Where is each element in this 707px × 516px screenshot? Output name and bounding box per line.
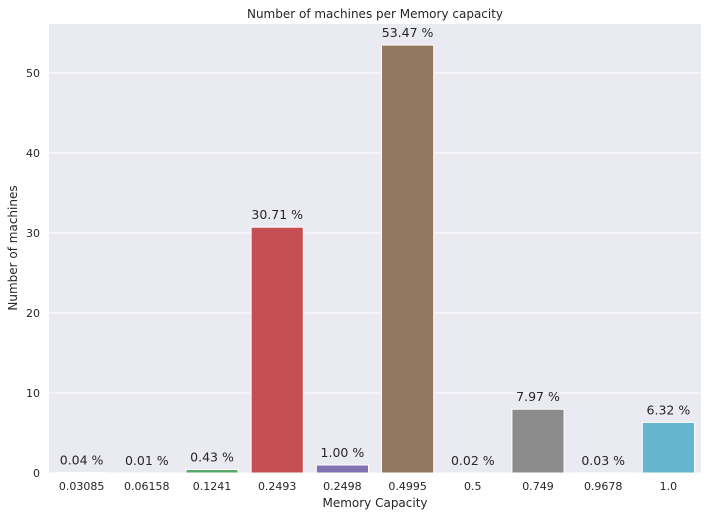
x-tick-label: 0.1241 [193,480,232,493]
bars [55,44,695,474]
bar [641,421,695,474]
data-label: 6.32 % [647,402,691,417]
bar [250,226,304,474]
data-label: 0.43 % [190,450,234,465]
y-axis-label: Number of machines [6,185,20,310]
y-tick-label: 50 [26,67,40,80]
data-label: 0.04 % [60,453,104,468]
data-label: 0.02 % [451,453,495,468]
data-labels: 0.04 % 0.01 % 0.43 % 30.71 % 1.00 % 53.47 % 0.… [60,25,691,468]
plot-background [49,24,701,473]
bar [185,469,239,474]
y-tick-label: 0 [33,467,40,480]
x-tick-labels: 0.03085 0.06158 0.1241 0.2493 0.2498 0.4995 0.… [59,480,677,493]
data-label: 0.03 % [581,453,625,468]
x-tick-label: 0.06158 [124,480,170,493]
data-label: 0.01 % [125,453,169,468]
x-tick-label: 0.2498 [323,480,362,493]
y-tick-label: 10 [26,387,40,400]
x-axis-label: Memory Capacity [322,496,427,510]
bar [381,44,435,474]
data-label: 7.97 % [516,389,560,404]
data-label: 53.47 % [382,25,434,40]
x-tick-label: 0.03085 [59,480,105,493]
y-tick-label: 40 [26,147,40,160]
chart-title: Number of machines per Memory capacity [247,7,503,21]
data-label: 1.00 % [321,445,365,460]
y-tick-label: 20 [26,307,40,320]
x-tick-label: 0.9678 [584,480,623,493]
data-label: 30.71 % [251,207,303,222]
bar [511,408,565,474]
x-tick-label: 0.749 [522,480,554,493]
y-tick-label: 30 [26,227,40,240]
x-tick-label: 0.4995 [388,480,427,493]
x-tick-label: 1.0 [660,480,678,493]
y-tick-labels: 0 10 20 30 40 50 [26,67,40,480]
x-tick-label: 0.5 [464,480,482,493]
bar [315,464,369,474]
x-tick-label: 0.2493 [258,480,297,493]
